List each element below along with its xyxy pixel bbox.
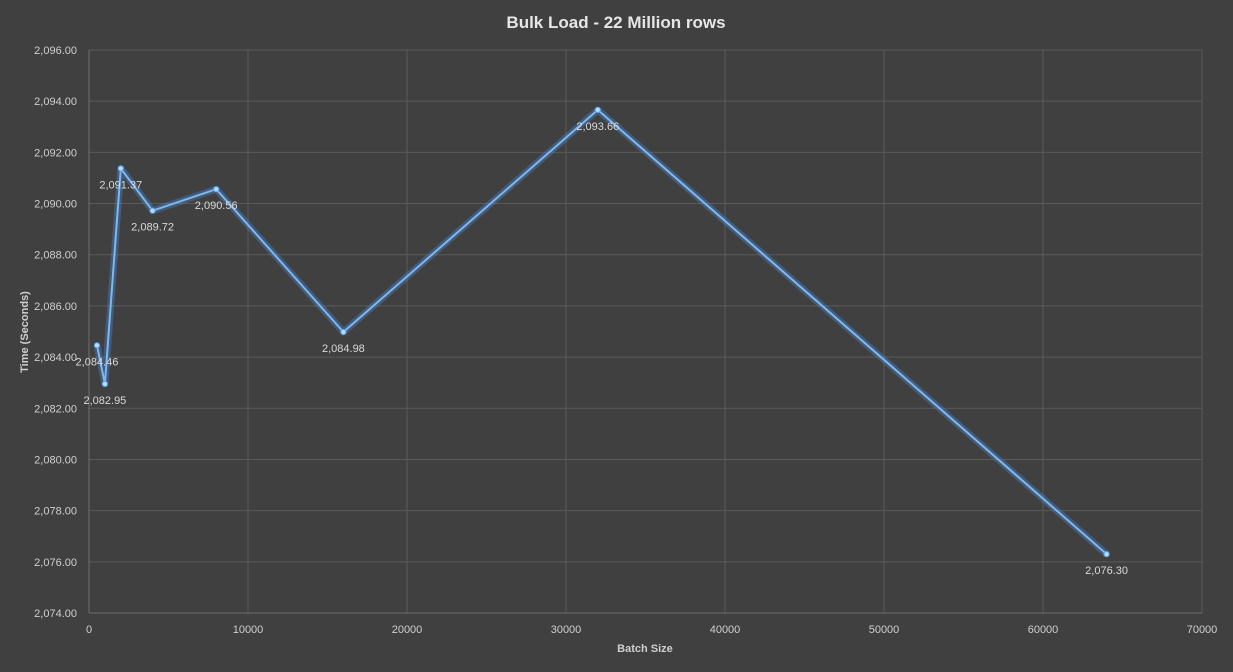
data-label: 2,090.56	[195, 200, 238, 212]
gridlines	[89, 49, 1203, 613]
data-label: 2,076.30	[1085, 565, 1128, 577]
data-labels: 2,084.46 2,082.95 2,091.37 2,089.72 2,090.56…	[76, 121, 1128, 577]
data-point	[101, 380, 109, 388]
x-tick-label: 70000	[1187, 624, 1218, 636]
y-tick-label: 2,082.00	[34, 403, 77, 415]
x-tick-label: 50000	[869, 624, 900, 636]
y-tick-label: 2,080.00	[34, 454, 77, 466]
series-line	[96, 108, 1108, 555]
x-tick-label: 20000	[392, 624, 423, 636]
x-axis-title: Batch Size	[617, 643, 673, 655]
x-tick-label: 10000	[233, 624, 264, 636]
y-tick-label: 2,076.00	[34, 557, 77, 569]
y-tick-label: 2,086.00	[34, 301, 77, 313]
y-tick-label: 2,092.00	[34, 147, 77, 159]
y-axis-title: Time (Seconds)	[19, 291, 31, 373]
y-tick-label: 2,084.00	[34, 352, 77, 364]
y-tick-label: 2,088.00	[34, 250, 77, 262]
y-tick-label: 2,074.00	[34, 608, 77, 620]
data-point	[93, 342, 101, 349]
data-label: 2,084.46	[76, 356, 119, 368]
data-point	[117, 165, 124, 172]
x-tick-label: 40000	[710, 624, 741, 636]
data-point	[340, 328, 347, 336]
data-label: 2,091.37	[99, 179, 142, 191]
y-tick-label: 2,090.00	[34, 199, 77, 211]
x-tick-label: 60000	[1028, 624, 1059, 636]
x-tick-label: 0	[86, 624, 92, 636]
data-point	[213, 186, 220, 193]
data-point	[1103, 551, 1110, 558]
chart-title: Bulk Load - 22 Million rows	[506, 13, 725, 32]
data-point	[594, 106, 601, 113]
data-label: 2,089.72	[131, 222, 174, 234]
data-label: 2,093.66	[576, 121, 619, 133]
y-tick-label: 2,096.00	[34, 45, 77, 57]
data-label: 2,082.95	[83, 395, 126, 407]
data-label: 2,084.98	[322, 343, 365, 355]
data-point	[149, 207, 156, 214]
y-tick-label: 2,094.00	[34, 96, 77, 108]
x-tick-label: 30000	[551, 624, 582, 636]
axes: 2,074.00 2,076.00 2,078.00 2,080.00 2,082.00…	[34, 45, 1217, 636]
y-tick-label: 2,078.00	[34, 506, 77, 518]
series	[93, 106, 1110, 558]
